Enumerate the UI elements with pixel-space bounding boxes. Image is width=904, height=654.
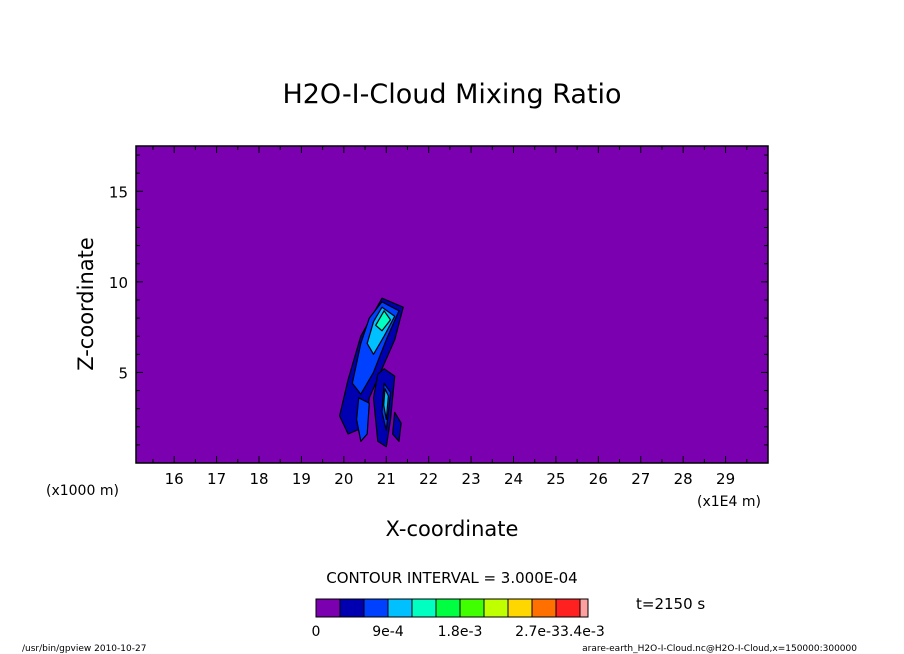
colorbar-swatch-6 [435, 598, 461, 618]
contour-interval-text: CONTOUR INTERVAL = 3.000E-04 [326, 569, 577, 587]
colorbar-swatch-8 [483, 598, 509, 618]
y-axis-label: Z-coordinate [74, 237, 98, 371]
x-unit-left: (x1000 m) [46, 483, 119, 499]
colorbar-swatch-3 [363, 598, 389, 618]
colorbar-label-combined: 2.7e-33.4e-3 [515, 624, 605, 640]
chart-title: H2O-I-Cloud Mixing Ratio [282, 79, 621, 110]
cloud-contours [339, 297, 404, 448]
cloud-contour-4 [375, 310, 392, 332]
plot-frame [135, 145, 769, 464]
x-tick-label-17: 17 [207, 470, 226, 488]
x-tick-label-28: 28 [674, 470, 693, 488]
x-unit-right: (x1E4 m) [697, 494, 761, 510]
x-axis-label: X-coordinate [386, 517, 519, 541]
colorbar-swatch-7 [459, 598, 485, 618]
x-tick-label-25: 25 [546, 470, 565, 488]
x-tick-label-19: 19 [292, 470, 311, 488]
colorbar-swatch-4 [387, 598, 413, 618]
plot-background [136, 146, 768, 463]
colorbar-swatch-9 [507, 598, 533, 618]
x-axis-ticks: 16 17 18 19 20 21 22 23 24 25 26 27 28 29 [152, 146, 748, 488]
x-tick-label-26: 26 [589, 470, 608, 488]
time-text: t=2150 s [636, 595, 705, 613]
y-axis-ticks: 5 10 15 [109, 154, 768, 446]
x-tick-label-27: 27 [631, 470, 650, 488]
cloud-contour-8 [356, 397, 370, 442]
colorbar-label-1.8e-3: 1.8e-3 [438, 624, 483, 640]
colorbar-label-9e-4: 9e-4 [372, 624, 404, 640]
x-tick-label-23: 23 [462, 470, 481, 488]
footer-right: arare-earth_H2O-I-Cloud.nc@H2O-I-Cloud,x… [582, 644, 857, 654]
x-tick-label-24: 24 [504, 470, 523, 488]
y-tick-label-15: 15 [109, 183, 128, 201]
x-tick-label-29: 29 [716, 470, 735, 488]
footer-left: /usr/bin/gpview 2010-10-27 [22, 644, 146, 654]
colorbar [315, 598, 589, 618]
colorbar-swatch-11 [555, 598, 581, 618]
colorbar-swatch-12 [579, 598, 589, 618]
x-tick-label-22: 22 [419, 470, 438, 488]
x-tick-label-18: 18 [249, 470, 268, 488]
colorbar-swatch-10 [531, 598, 557, 618]
cloud-contour-7 [383, 388, 389, 421]
x-tick-label-16: 16 [165, 470, 184, 488]
colorbar-swatch-2 [339, 598, 365, 618]
y-tick-label-5: 5 [118, 364, 128, 382]
colorbar-label-zero: 0 [312, 624, 321, 640]
colorbar-swatch-5 [411, 598, 437, 618]
x-tick-label-21: 21 [377, 470, 396, 488]
y-tick-label-10: 10 [109, 274, 128, 292]
x-tick-label-20: 20 [334, 470, 353, 488]
cloud-contour-9 [392, 411, 402, 442]
plot-area: 16 17 18 19 20 21 22 23 24 25 26 27 28 29 5 10 15 [109, 145, 769, 488]
colorbar-swatch-1 [315, 598, 341, 618]
